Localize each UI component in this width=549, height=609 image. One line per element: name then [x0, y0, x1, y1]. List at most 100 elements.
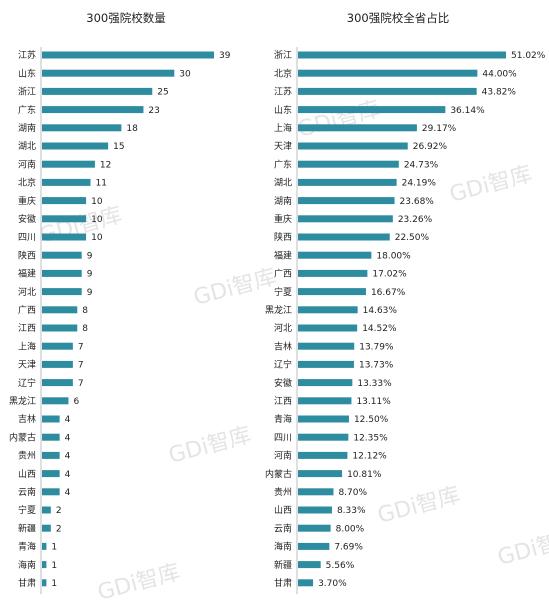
bar [298, 306, 358, 314]
value-label: 5.56% [326, 561, 355, 571]
value-label: 14.63% [363, 306, 398, 316]
bar [42, 51, 214, 59]
bar [42, 506, 51, 514]
category-label: 河北 [18, 286, 36, 298]
value-label: 4 [65, 433, 71, 443]
value-label: 29.17% [422, 124, 457, 134]
category-label: 湖南 [18, 122, 36, 134]
value-label: 1 [51, 561, 57, 571]
category-label: 四川 [18, 233, 36, 243]
bar [42, 324, 78, 332]
category-label: 海南 [18, 559, 36, 571]
value-label: 8 [82, 324, 88, 334]
value-label: 17.02% [372, 270, 407, 280]
bar [298, 51, 506, 59]
category-label: 山西 [18, 469, 36, 480]
bar [42, 306, 78, 314]
value-label: 24.73% [404, 160, 439, 170]
bar [42, 87, 153, 95]
value-label: 12.12% [352, 452, 387, 462]
category-label: 浙江 [274, 49, 292, 61]
bar [42, 524, 51, 532]
bar [298, 415, 349, 423]
bar [42, 415, 60, 423]
category-label: 北京 [18, 177, 36, 189]
category-label: 内蒙古 [9, 431, 36, 443]
watermark-text: GDi智库 [166, 423, 254, 469]
value-label: 1 [51, 579, 57, 589]
value-label: 14.52% [362, 324, 397, 334]
category-label: 黑龙江 [9, 395, 36, 407]
value-label: 6 [73, 397, 79, 407]
watermark-layer: GDi智库 GDi智库 GDi智库 GDi智库 GDi智库 GDi智库 GDi智库 GDi智库 [37, 97, 549, 606]
value-label: 10 [91, 233, 103, 243]
value-label: 15 [113, 142, 124, 152]
value-label: 10 [91, 197, 103, 207]
value-label: 13.11% [356, 397, 391, 407]
category-label: 湖北 [18, 141, 36, 152]
bar [42, 451, 60, 459]
bar [298, 269, 368, 277]
value-label: 13.33% [357, 379, 392, 389]
bar [42, 251, 82, 259]
bar [298, 69, 478, 77]
value-label: 26.92% [413, 142, 448, 152]
bar [298, 324, 358, 332]
category-label: 陕西 [274, 231, 292, 243]
value-label: 12.35% [353, 433, 388, 443]
value-label: 9 [87, 251, 93, 261]
bar [298, 379, 353, 387]
category-label: 重庆 [274, 213, 292, 225]
bar [298, 506, 332, 514]
watermark-text: GDi智库 [447, 162, 535, 208]
bar [298, 124, 417, 132]
bar [298, 106, 446, 114]
value-label: 11 [96, 179, 107, 189]
value-label: 23.68% [400, 197, 435, 207]
bar [298, 215, 393, 223]
value-label: 23.26% [398, 215, 433, 225]
bar [298, 470, 343, 478]
bar [298, 142, 408, 150]
watermark-text: GDi智库 [375, 483, 463, 529]
category-label: 天津 [274, 141, 292, 152]
value-label: 18 [126, 124, 138, 134]
value-label: 18.00% [376, 251, 411, 261]
value-label: 8.33% [337, 506, 366, 516]
category-label: 安徽 [18, 213, 36, 225]
bar [298, 542, 330, 550]
watermark-text: GDi智库 [495, 525, 549, 571]
value-label: 13.79% [359, 342, 394, 352]
category-label: 天津 [18, 360, 36, 371]
category-label: 四川 [274, 433, 292, 443]
value-label: 1 [51, 543, 57, 553]
category-label: 新疆 [274, 559, 292, 571]
category-label: 北京 [274, 67, 292, 79]
value-label: 24.19% [402, 179, 437, 189]
watermark-text: GDi智库 [95, 560, 183, 606]
category-label: 广东 [18, 104, 36, 116]
category-label: 吉林 [18, 413, 36, 425]
bar [298, 397, 352, 405]
value-label: 25 [157, 88, 168, 98]
category-label: 山东 [18, 67, 36, 79]
category-label: 甘肃 [18, 577, 36, 589]
value-label: 3.70% [318, 579, 347, 589]
bar [298, 579, 314, 587]
category-label: 浙江 [18, 86, 36, 98]
chart-title: 300强院校数量 [86, 11, 165, 25]
category-label: 黑龙江 [265, 304, 292, 316]
bar [42, 160, 95, 168]
bar [42, 142, 109, 150]
category-label: 河南 [274, 450, 292, 462]
category-label: 新疆 [18, 522, 36, 534]
bar [298, 87, 477, 95]
bar [42, 106, 144, 114]
category-label: 辽宁 [274, 359, 292, 371]
category-label: 福建 [274, 249, 292, 261]
bar [298, 433, 349, 441]
value-label: 4 [65, 470, 71, 480]
value-label: 22.50% [395, 233, 430, 243]
